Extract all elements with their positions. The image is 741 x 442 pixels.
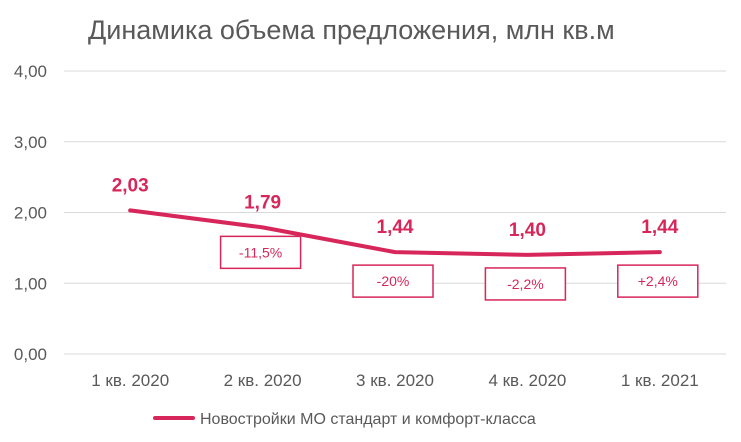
x-tick-label: 4 кв. 2020 <box>488 371 566 390</box>
y-tick-label: 0,00 <box>14 345 47 364</box>
legend-label: Новостройки МО стандарт и комфорт-класса <box>200 411 536 428</box>
y-tick-label: 3,00 <box>14 133 47 152</box>
data-label: 2,03 <box>112 175 149 196</box>
data-labels: 2,03 1,79 1,44 1,40 1,44 <box>112 175 679 241</box>
change-annotations: -11,5% -20% -2,2% +2,4% <box>219 235 699 301</box>
annotation-box <box>219 235 302 270</box>
y-tick-label: 1,00 <box>14 274 47 293</box>
chart-title: Динамика объема предложения, млн кв.м <box>88 15 615 45</box>
x-axis-ticks: 1 кв. 2020 2 кв. 2020 3 кв. 2020 4 кв. 2020… <box>91 371 699 390</box>
change-annotation: -11,5% <box>219 235 302 270</box>
annotation-text: -20% <box>377 273 410 289</box>
annotation-text: -11,5% <box>239 244 282 260</box>
annotation-box <box>617 264 699 298</box>
change-annotation: -2,2% <box>484 267 567 301</box>
y-axis-ticks: 0,00 1,00 2,00 3,00 4,00 <box>14 62 47 364</box>
x-tick-label: 3 кв. 2020 <box>356 371 434 390</box>
annotation-text: -2,2% <box>507 276 544 292</box>
y-tick-label: 2,00 <box>14 204 47 223</box>
legend: Новостройки МО стандарт и комфорт-класса <box>153 411 536 428</box>
annotation-box <box>352 264 434 298</box>
data-label: 1,44 <box>377 217 414 238</box>
x-tick-label: 1 кв. 2020 <box>91 371 169 390</box>
grid <box>64 70 726 355</box>
change-annotation: -20% <box>352 264 434 298</box>
y-tick-label: 4,00 <box>14 62 47 81</box>
annotation-text: +2,4% <box>638 273 678 289</box>
change-annotation: +2,4% <box>617 264 699 298</box>
series-line <box>128 208 662 257</box>
x-tick-label: 2 кв. 2020 <box>224 371 302 390</box>
series-group <box>128 208 662 257</box>
data-label: 1,44 <box>641 217 678 238</box>
data-label: 1,79 <box>244 192 281 213</box>
annotation-box <box>484 267 567 301</box>
x-tick-label: 1 кв. 2021 <box>621 371 699 390</box>
data-label: 1,40 <box>509 220 546 241</box>
